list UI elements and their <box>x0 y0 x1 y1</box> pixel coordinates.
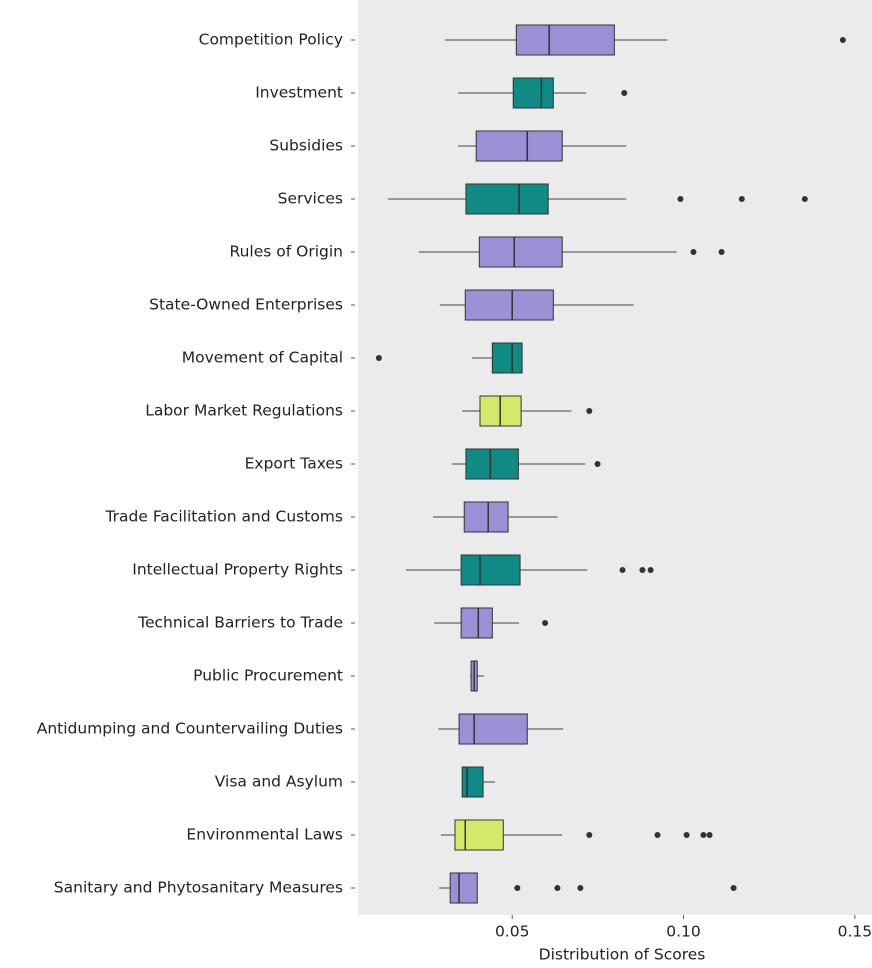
box <box>463 501 509 533</box>
box <box>460 607 493 639</box>
outlier <box>619 567 626 573</box>
outlier <box>738 196 745 202</box>
outlier <box>690 249 697 255</box>
box <box>478 236 563 268</box>
y-tick-label: Movement of Capital <box>182 349 343 367</box>
y-tick-label: Public Procurement <box>193 667 343 685</box>
outlier <box>586 832 593 838</box>
outlier <box>542 620 549 626</box>
outlier <box>639 567 646 573</box>
y-tick-label: Sanitary and Phytosanitary Measures <box>54 879 343 897</box>
box <box>491 342 523 374</box>
box <box>461 766 484 798</box>
x-axis-label: Distribution of Scores <box>539 946 706 964</box>
outlier <box>718 249 725 255</box>
box <box>449 872 478 904</box>
y-tick-label: Visa and Asylum <box>215 773 343 791</box>
outlier <box>647 567 654 573</box>
y-tick-label: Competition Policy <box>199 31 343 49</box>
outlier <box>554 885 561 891</box>
box <box>465 183 549 215</box>
box <box>464 289 554 321</box>
y-tick-label: Intellectual Property Rights <box>132 561 343 579</box>
box <box>475 130 563 162</box>
outlier <box>683 832 690 838</box>
outlier <box>706 832 713 838</box>
box <box>515 24 615 56</box>
y-tick-label: Labor Market Regulations <box>145 402 343 420</box>
y-tick-label: Rules of Origin <box>230 243 343 261</box>
y-tick-label: State-Owned Enterprises <box>149 296 343 314</box>
y-tick-label: Investment <box>255 84 343 102</box>
outlier <box>839 37 846 43</box>
box <box>465 448 519 480</box>
outlier <box>577 885 584 891</box>
outlier <box>700 832 707 838</box>
y-tick-label: Export Taxes <box>245 455 343 473</box>
x-tick-label: 0.10 <box>666 923 701 941</box>
outlier <box>801 196 808 202</box>
y-tick-label: Environmental Laws <box>186 826 343 844</box>
box <box>454 819 504 851</box>
outlier <box>586 408 593 414</box>
outlier <box>677 196 684 202</box>
y-tick-label: Services <box>278 190 343 208</box>
outlier <box>514 885 521 891</box>
box <box>460 554 521 586</box>
outlier <box>654 832 661 838</box>
outlier <box>621 90 628 96</box>
x-tick-label: 0.15 <box>838 923 872 941</box>
box <box>512 77 554 109</box>
y-tick-label: Antidumping and Countervailing Duties <box>37 720 343 738</box>
box <box>458 713 528 745</box>
outlier <box>730 885 737 891</box>
y-tick-label: Subsidies <box>269 137 343 155</box>
outlier <box>594 461 601 467</box>
y-tick-label: Trade Facilitation and Customs <box>104 508 343 526</box>
x-tick-label: 0.05 <box>495 923 530 941</box>
outlier <box>375 355 382 361</box>
y-tick-label: Technical Barriers to Trade <box>137 614 343 632</box>
plot-background <box>358 0 872 915</box>
